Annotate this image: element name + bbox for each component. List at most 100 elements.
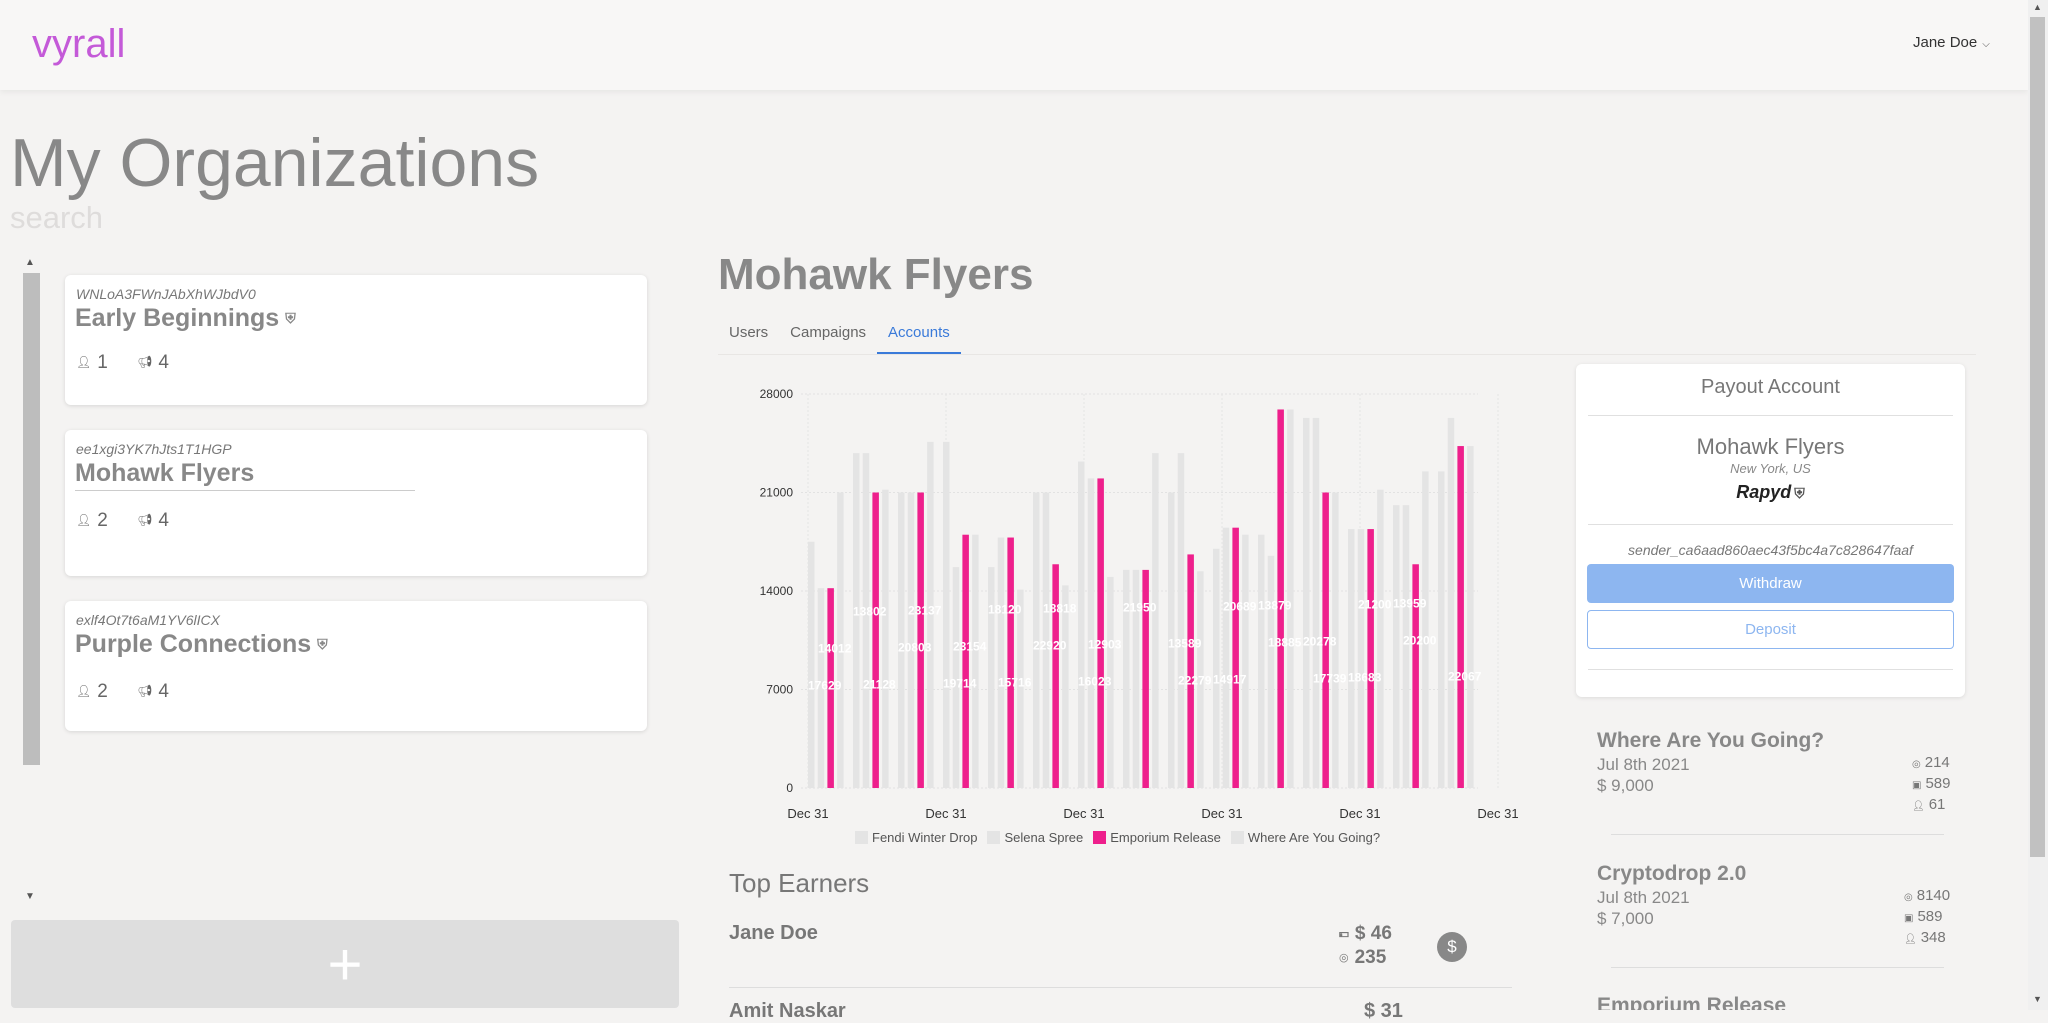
earner-row: Jane Doe 💵︎ $ 46 ◎ 235 $	[729, 920, 1512, 988]
chart-bar	[927, 441, 934, 788]
data-label: 12903	[1088, 638, 1122, 652]
data-label: 19714	[943, 677, 977, 691]
campaign-name: Emporium Release	[1597, 994, 1787, 1010]
payout-location: New York, US	[1730, 461, 1811, 476]
org-card[interactable]: exlf4Ot7t6aM1YV6lICX Purple Connections ⛨…	[65, 601, 647, 731]
data-label: 16023	[1078, 675, 1112, 689]
x-tick-label: Dec 31	[925, 806, 966, 821]
data-label: 18120	[988, 603, 1022, 617]
y-tick-label: 0	[786, 781, 793, 795]
data-label: 18885	[1268, 636, 1302, 650]
chart-bar	[907, 492, 915, 788]
divider	[1611, 967, 1944, 968]
chart-bar	[1277, 409, 1284, 788]
data-label: 13879	[1258, 599, 1292, 613]
chart-bar	[1467, 446, 1474, 788]
chart-bar	[1142, 569, 1149, 788]
chart-bar	[898, 492, 905, 788]
payout-sender-id: sender_ca6aad860aec43f5bc4a7c828647faaf	[1628, 542, 1913, 558]
org-id: ee1xgi3YK7hJts1T1HGP	[76, 441, 232, 457]
legend-label: Emporium Release	[1110, 830, 1221, 845]
chart-bar	[1412, 564, 1419, 788]
user-menu[interactable]: Jane Doe ⌵	[1913, 34, 1990, 51]
divider	[1588, 415, 1953, 416]
data-label: 13959	[1393, 597, 1427, 611]
megaphone-icon: 📢︎	[137, 355, 153, 369]
chart-bar	[943, 441, 950, 788]
detail-title: Mohawk Flyers	[718, 250, 1034, 299]
campaign-item[interactable]: Emporium Release	[1597, 994, 1947, 1010]
org-campaigns-count: 4	[158, 681, 169, 702]
chart-bar	[997, 537, 1005, 788]
verified-icon: ⛨	[285, 310, 296, 326]
earner-values: 💵︎ $ 46 ◎ 235	[1339, 922, 1392, 970]
legend-label: Where Are You Going?	[1247, 830, 1381, 845]
chart-bar	[1422, 471, 1429, 788]
legend-swatch	[1230, 831, 1244, 844]
legend-label: Fendi Winter Drop	[872, 830, 978, 845]
scroll-up-icon[interactable]: ▲	[2033, 2, 2042, 12]
deposit-button[interactable]: Deposit	[1587, 610, 1954, 649]
data-label: 14012	[818, 642, 852, 656]
chart-bar	[1457, 446, 1464, 788]
chart-bar	[1258, 534, 1265, 788]
campaign-item[interactable]: Cryptodrop 2.0 Jul 8th 2021 $ 7,000 ◎ 814…	[1597, 862, 1951, 982]
scroll-up-icon[interactable]: ▲	[25, 257, 35, 268]
campaign-item[interactable]: Where Are You Going? Jul 8th 2021 $ 9,00…	[1597, 729, 1951, 849]
pay-earner-button[interactable]: $	[1437, 932, 1467, 962]
org-card-selected[interactable]: ee1xgi3YK7hJts1T1HGP Mohawk Flyers 👤︎ 2 📢…	[65, 430, 647, 576]
data-label: 15716	[998, 676, 1032, 690]
tab-divider	[718, 354, 1976, 355]
org-card[interactable]: WNLoA3FWnJAbXhWJbdV0 Early Beginnings ⛨ 👤…	[65, 275, 647, 405]
earner-amount: $ 31	[1364, 1000, 1403, 1022]
earner-name: Amit Naskar	[729, 1000, 846, 1022]
org-name: Mohawk Flyers	[75, 459, 255, 487]
app-logo[interactable]: vyrall	[32, 22, 126, 66]
chart-bar	[1232, 527, 1239, 788]
campaign-date: Jul 8th 2021	[1597, 888, 1690, 907]
verified-icon: ⛨	[1794, 485, 1805, 501]
top-earners-title: Top Earners	[729, 868, 870, 898]
add-organization-button[interactable]: +	[11, 920, 679, 1008]
legend-item[interactable]: Fendi Winter Drop	[855, 830, 977, 845]
scrollbar-thumb[interactable]	[2030, 17, 2045, 857]
x-tick-label: Dec 31	[1339, 806, 1380, 821]
legend-item[interactable]: Selena Spree	[987, 830, 1083, 845]
org-name-underline	[75, 490, 415, 491]
legend-item[interactable]: Where Are You Going?	[1230, 830, 1381, 845]
legend-item[interactable]: Emporium Release	[1093, 830, 1221, 845]
tab-campaigns[interactable]: Campaigns	[790, 324, 867, 341]
page-scrollbar[interactable]: ▲ ▼	[2028, 0, 2048, 1010]
user-icon: 👤︎	[1912, 801, 1925, 812]
search-input[interactable]	[10, 200, 410, 236]
data-label: 18683	[1348, 671, 1382, 685]
tab-users[interactable]: Users	[729, 324, 769, 341]
click-icon: ◎	[1912, 759, 1921, 770]
campaign-impressions: 589	[1925, 775, 1951, 792]
click-icon: ◎	[1904, 892, 1913, 903]
divider	[1588, 524, 1953, 525]
chart-legend: Fendi Winter Drop Selena Spree Emporium …	[855, 830, 1390, 845]
chart-bar	[1213, 548, 1220, 788]
chart-bar	[862, 453, 870, 788]
tab-accounts[interactable]: Accounts	[877, 314, 961, 354]
scrollbar-thumb[interactable]	[23, 273, 40, 765]
y-tick-label: 21000	[760, 486, 794, 500]
data-label: 22279	[1178, 674, 1212, 688]
chart-bar	[882, 489, 889, 788]
chart-bar	[1052, 564, 1059, 788]
data-label: 14917	[1213, 673, 1247, 687]
x-tick-label: Dec 31	[1201, 806, 1242, 821]
chart-bar	[1267, 555, 1275, 788]
earner-amount: $ 46	[1354, 923, 1392, 944]
withdraw-button[interactable]: Withdraw	[1587, 564, 1954, 603]
org-list-scrollbar[interactable]: ▲ ▼	[21, 255, 41, 903]
chart-bar	[1087, 478, 1095, 788]
money-icon: 💵︎	[1339, 928, 1349, 940]
x-tick-label: Dec 31	[1477, 806, 1518, 821]
scroll-down-icon[interactable]: ▼	[2033, 994, 2042, 1004]
scroll-down-icon[interactable]: ▼	[25, 891, 35, 902]
campaign-clicks: 8140	[1916, 887, 1951, 904]
page-title: My Organizations	[10, 125, 540, 201]
chart-bar	[952, 567, 960, 788]
